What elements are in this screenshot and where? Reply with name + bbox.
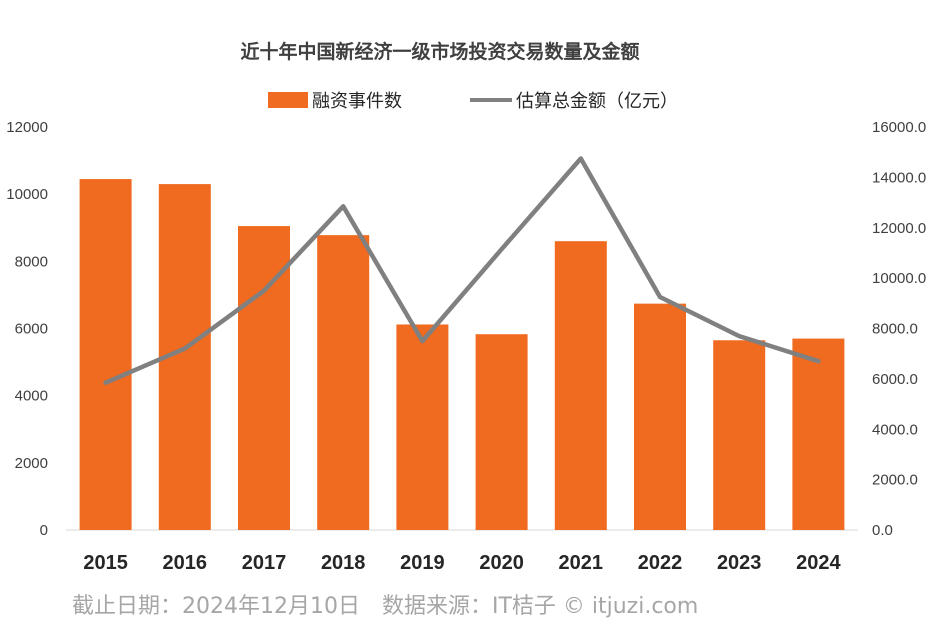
line-point-2020 — [501, 248, 503, 250]
line-point-2023 — [738, 335, 740, 337]
y-right-tick-label: 8000.0 — [872, 321, 918, 338]
bar-2020 — [475, 334, 528, 530]
line-point-2019 — [421, 340, 423, 342]
y-left-tick-label: 2000 — [15, 455, 48, 472]
x-axis: 2015 2016 2017 2018 2019 2020 2021 2022 2023 2024 — [83, 552, 841, 574]
y-left-tick-label: 10000 — [6, 186, 48, 203]
y-left-tick-label: 12000 — [6, 119, 48, 136]
y-right-tick-label: 0.0 — [872, 522, 893, 539]
line-point-2015 — [105, 382, 107, 384]
bar-2024 — [792, 338, 845, 530]
x-tick-label: 2020 — [479, 552, 524, 574]
line-point-2017 — [263, 290, 265, 292]
legend-bar-swatch — [268, 92, 308, 108]
legend-bar-label: 融资事件数 — [312, 91, 402, 112]
bar-2017 — [238, 226, 290, 530]
left-axis: 0 2000 4000 6000 8000 10000 12000 — [6, 119, 48, 539]
bar-2022 — [634, 303, 686, 530]
y-right-tick-label: 10000.0 — [872, 270, 926, 287]
y-left-tick-label: 6000 — [15, 321, 48, 338]
line-point-2021 — [580, 157, 582, 159]
x-tick-label: 2015 — [83, 552, 128, 574]
x-tick-label: 2019 — [400, 552, 445, 574]
right-axis: 0.0 2000.0 4000.0 6000.0 8000.0 10000.0 12000.… — [872, 119, 926, 539]
x-tick-label: 2021 — [559, 552, 604, 574]
legend-line-label: 估算总金额（亿元） — [516, 91, 678, 112]
bar-2018 — [317, 235, 370, 530]
y-right-tick-label: 4000.0 — [872, 421, 918, 438]
chart-title: 近十年中国新经济一级市场投资交易数量及金额 — [240, 40, 639, 63]
y-right-tick-label: 6000.0 — [872, 371, 918, 388]
line-series — [103, 156, 821, 385]
y-right-tick-label: 2000.0 — [872, 472, 918, 489]
bar-2021 — [554, 241, 607, 530]
bar-2015 — [79, 179, 132, 530]
y-right-tick-label: 12000.0 — [872, 220, 926, 237]
y-left-tick-label: 0 — [40, 522, 48, 539]
bar-series — [79, 179, 845, 530]
x-tick-label: 2016 — [163, 552, 208, 574]
x-tick-label: 2023 — [717, 552, 762, 574]
line-point-2022 — [659, 296, 661, 298]
y-left-tick-label: 4000 — [15, 388, 48, 405]
y-right-tick-label: 16000.0 — [872, 119, 926, 136]
x-tick-label: 2017 — [242, 552, 287, 574]
legend: 融资事件数 估算总金额（亿元） — [268, 91, 678, 112]
line-point-2018 — [342, 205, 344, 207]
x-tick-label: 2022 — [638, 552, 683, 574]
x-tick-label: 2024 — [796, 552, 841, 574]
bar-2019 — [396, 324, 449, 530]
line-point-2016 — [184, 348, 186, 350]
line-point-2024 — [817, 360, 819, 362]
y-right-tick-label: 14000.0 — [872, 169, 926, 186]
bar-2023 — [713, 340, 766, 530]
footer-source: 截止日期：2024年12月10日 数据来源：IT桔子 © itjuzi.com — [72, 594, 698, 619]
y-left-tick-label: 8000 — [15, 253, 48, 270]
x-tick-label: 2018 — [321, 552, 366, 574]
amount-line — [103, 156, 821, 385]
